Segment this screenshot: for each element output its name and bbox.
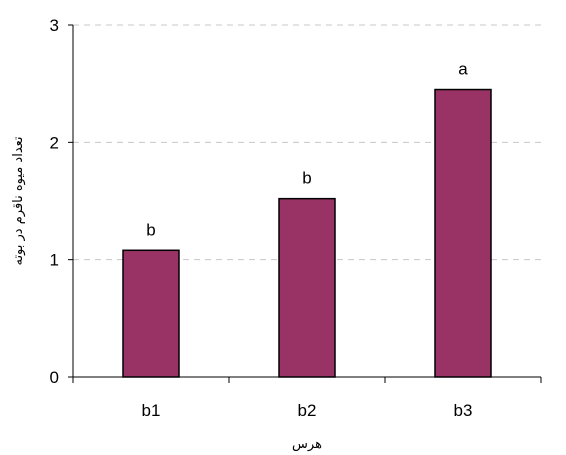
y-axis-title: تعداد میوه ناقرم در بوته xyxy=(11,136,26,265)
y-tick-labels: 0 1 2 3 xyxy=(50,16,59,387)
data-label-b3: a xyxy=(458,60,468,79)
y-tick-label-1: 1 xyxy=(50,251,59,270)
data-label-b1: b xyxy=(146,220,155,239)
x-tick-labels: b1 b2 b3 xyxy=(142,401,473,420)
y-tick-label-0: 0 xyxy=(50,368,59,387)
bars xyxy=(122,88,492,378)
x-axis-title: هرس xyxy=(292,437,322,452)
y-tick-label-3: 3 xyxy=(50,16,59,35)
data-labels: b b a xyxy=(146,60,468,240)
bar-b3 xyxy=(434,88,492,378)
x-tick-label-b2: b2 xyxy=(298,401,317,420)
bar-b1 xyxy=(122,249,180,378)
bar-b2 xyxy=(278,197,336,378)
axes xyxy=(68,24,542,383)
x-tick-label-b3: b3 xyxy=(454,401,473,420)
data-label-b2: b xyxy=(302,169,311,188)
y-tick-label-2: 2 xyxy=(50,133,59,152)
x-tick-label-b1: b1 xyxy=(142,401,161,420)
